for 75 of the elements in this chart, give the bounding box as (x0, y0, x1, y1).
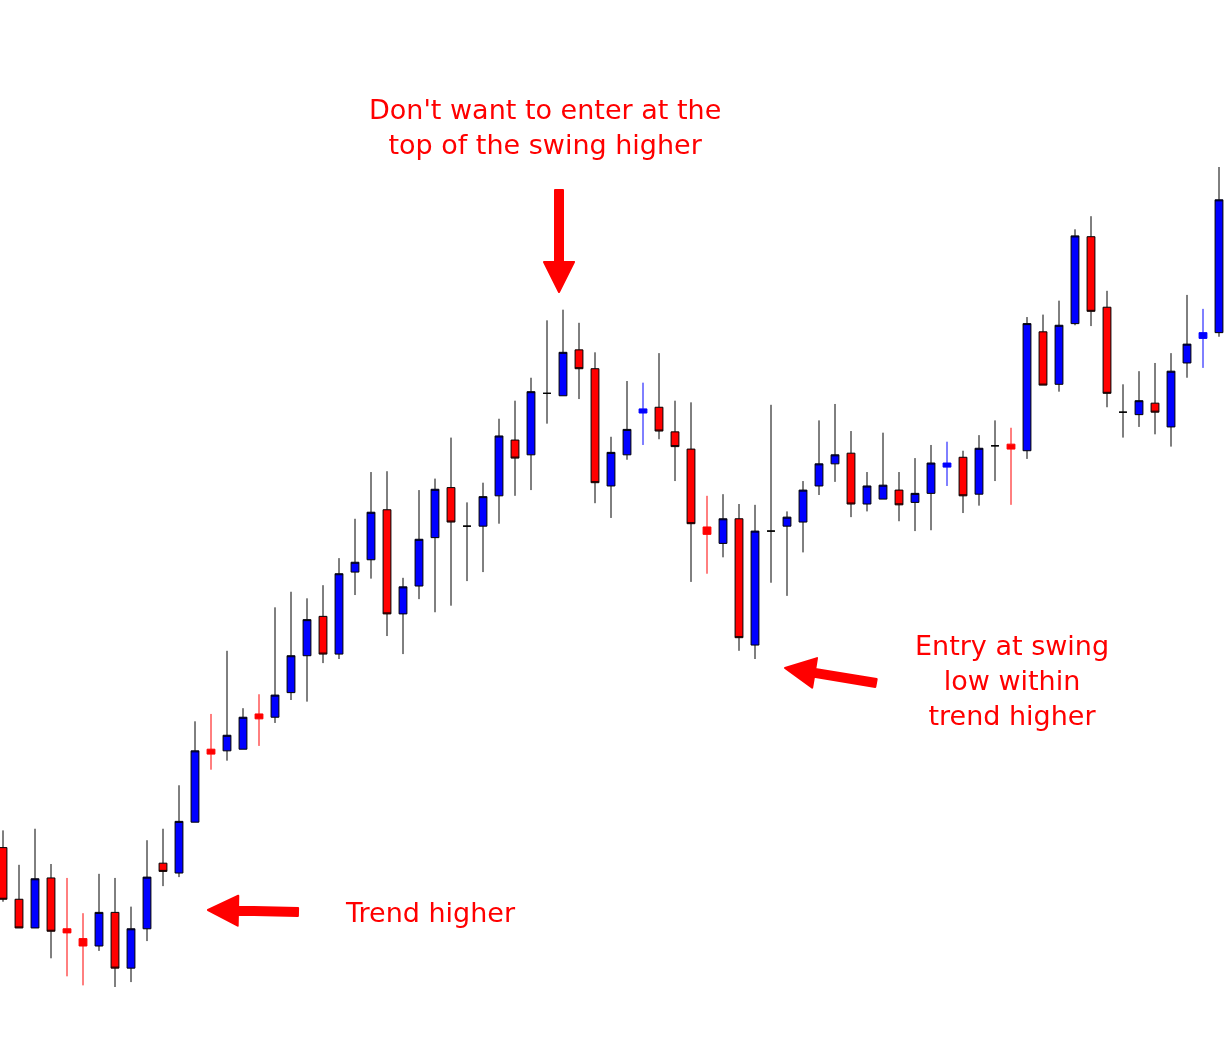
candlestick (1134, 370, 1144, 428)
candlestick (638, 382, 648, 446)
candlestick (78, 912, 88, 986)
candlestick (558, 309, 568, 397)
annotation: Entry at swing low within trend higher (915, 630, 1110, 732)
candlestick (750, 504, 760, 660)
candlestick (62, 877, 72, 977)
candlestick (894, 471, 904, 522)
candlestick (1214, 166, 1224, 338)
candlestick (46, 863, 56, 959)
candlestick (446, 437, 456, 607)
annotation: Trend higher (345, 897, 516, 928)
candlestick (1054, 300, 1064, 393)
candlestick (830, 403, 840, 483)
candlestick (14, 864, 24, 929)
candlestick (622, 380, 632, 461)
candlestick (238, 707, 248, 750)
candlestick (0, 829, 8, 903)
candlestick (1102, 290, 1112, 408)
candlestick (878, 432, 888, 500)
candlestick (574, 322, 584, 400)
candlestick (1166, 352, 1176, 448)
candlestick (718, 493, 728, 558)
candlestick (142, 839, 152, 942)
candlestick (942, 441, 952, 487)
candlestick (302, 597, 312, 703)
candlestick (1182, 294, 1192, 379)
candlestick (366, 471, 376, 580)
candlestick (350, 518, 360, 596)
candlestick (846, 430, 856, 518)
candlestick (526, 377, 536, 491)
candlestick (222, 650, 232, 762)
candlestick (862, 471, 872, 512)
candlestick (334, 557, 344, 660)
candlestick (974, 434, 984, 507)
candlestick (1150, 362, 1160, 435)
candlestick (286, 591, 296, 701)
candlestick (382, 470, 392, 637)
candlestick (670, 400, 680, 482)
candlestick (158, 828, 168, 887)
candlestick (110, 877, 120, 988)
candlestick (1006, 427, 1016, 506)
candlestick (478, 482, 488, 573)
candlestick (814, 419, 824, 496)
candlestick (270, 606, 280, 724)
candlestick (590, 351, 600, 504)
candlestick (702, 495, 712, 575)
candlestick (30, 828, 40, 929)
candlestick (414, 489, 424, 600)
candlestick (190, 720, 200, 823)
candlestick (686, 401, 696, 583)
candlestick (782, 510, 792, 597)
candlestick (1070, 228, 1080, 326)
candlestick (958, 450, 968, 514)
candlestick (606, 436, 616, 519)
candlestick (206, 713, 216, 771)
candlestick (734, 503, 744, 652)
candlestick (1038, 314, 1048, 386)
candlestick (1086, 215, 1096, 327)
candlestick (510, 400, 520, 497)
candlestick (94, 873, 104, 952)
candlestick (398, 577, 408, 655)
candlestick (430, 478, 440, 613)
text: Don't want to enter at the top of the swing higher (369, 94, 722, 161)
candlestick (174, 784, 184, 878)
candlestick (654, 352, 664, 440)
candlestick (126, 906, 136, 983)
candlestick (926, 444, 936, 531)
candlestick (910, 457, 920, 532)
candlestick (494, 418, 504, 525)
candlestick (1198, 308, 1208, 369)
candlestick (254, 693, 264, 747)
candlestick (798, 480, 808, 553)
candlestick (1022, 316, 1032, 460)
candlestick (318, 584, 328, 664)
